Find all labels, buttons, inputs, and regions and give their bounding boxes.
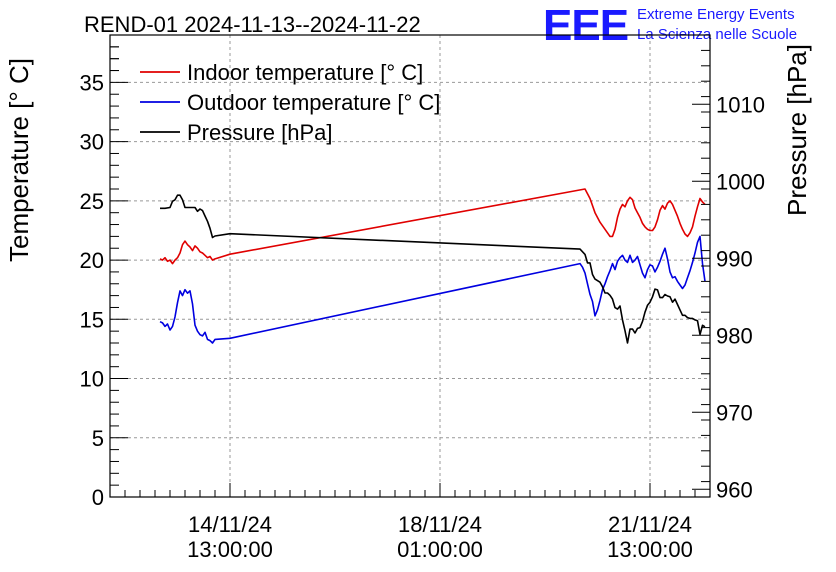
right-tick-label: 960 [716, 477, 753, 502]
right-tick-label: 980 [716, 323, 753, 348]
x-tick-date: 14/11/24 [188, 512, 272, 537]
right-axis-title: Pressure [hPa] [782, 44, 812, 216]
grid [110, 35, 710, 497]
logo-mark: EEE [543, 1, 628, 50]
x-tick-date: 21/11/24 [608, 512, 692, 537]
x-tick-time: 13:00:00 [607, 537, 693, 562]
right-tick-label: 1010 [716, 92, 765, 117]
x-axis: 14/11/2413:00:0018/11/2401:00:0021/11/24… [124, 483, 696, 562]
x-tick-time: 01:00:00 [397, 537, 483, 562]
legend-label: Indoor temperature [° C] [187, 60, 423, 85]
legend: Indoor temperature [° C] Outdoor temperat… [140, 60, 440, 145]
x-tick-date: 18/11/24 [398, 512, 482, 537]
left-tick-label: 15 [80, 307, 104, 332]
right-tick-label: 970 [716, 400, 753, 425]
left-tick-label: 25 [80, 189, 104, 214]
chart-title: REND-01 2024-11-13--2024-11-22 [84, 12, 421, 37]
legend-label: Pressure [hPa] [187, 120, 333, 145]
left-tick-label: 35 [80, 70, 104, 95]
left-axis-title: Temperature [° C] [4, 58, 34, 262]
series-line-2 [160, 194, 706, 344]
logo-line-1: Extreme Energy Events [637, 6, 795, 23]
series-line-1 [159, 235, 706, 344]
left-tick-label: 30 [80, 130, 104, 155]
left-tick-label: 20 [80, 248, 104, 273]
right-tick-label: 990 [716, 246, 753, 271]
legend-label: Outdoor temperature [° C] [187, 90, 440, 115]
right-axis: 960 970 980 990 1000 1010 [692, 34, 765, 502]
series-lines [159, 188, 706, 344]
left-tick-label: 0 [92, 485, 104, 510]
right-tick-label: 1000 [716, 169, 765, 194]
left-axis: 0 5 10 15 20 25 30 35 [80, 34, 128, 510]
left-tick-label: 5 [92, 426, 104, 451]
left-tick-label: 10 [80, 367, 104, 392]
x-tick-time: 13:00:00 [187, 537, 273, 562]
logo-line-2: La Scienza nelle Scuole [637, 26, 797, 43]
eee-logo: EEE Extreme Energy Events La Scienza nel… [543, 1, 797, 50]
series-line-0 [159, 188, 706, 265]
